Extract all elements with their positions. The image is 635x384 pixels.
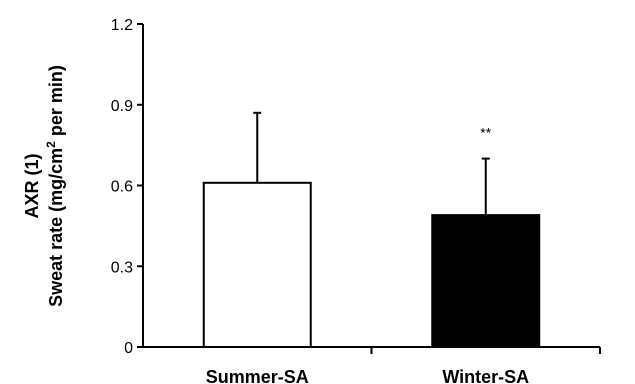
bar bbox=[202, 181, 312, 348]
x-tick-label: Winter-SA bbox=[442, 367, 529, 384]
bars bbox=[202, 111, 541, 348]
x-tick-label: Summer-SA bbox=[206, 367, 309, 384]
y-axis-title-line1: AXR (1) bbox=[22, 153, 42, 218]
y-tick-label: 0.6 bbox=[111, 179, 133, 196]
y-axis-title-line2: Sweat rate (mg/cm2 per min) bbox=[44, 65, 66, 307]
y-axis-title: AXR (1) Sweat rate (mg/cm2 per min) bbox=[22, 65, 66, 307]
bar bbox=[431, 214, 541, 348]
y-tick-label: 0 bbox=[124, 340, 133, 357]
significance-annotation: ** bbox=[480, 125, 491, 141]
y-tick-label: 0.9 bbox=[111, 98, 133, 115]
labels: Summer-SA ** Winter-SA bbox=[206, 125, 529, 384]
y-tick-label: 0.3 bbox=[111, 259, 133, 276]
y-tick-label: 1.2 bbox=[111, 17, 133, 34]
